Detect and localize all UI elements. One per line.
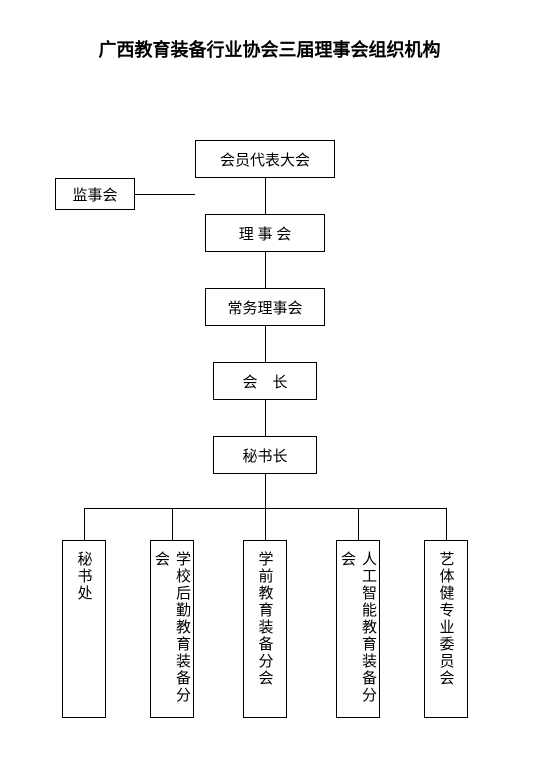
node-art-sports-committee: 艺体健专业委员会 <box>424 540 468 718</box>
node-label: 秘书处 <box>74 551 95 602</box>
connector-line <box>135 194 195 195</box>
node-label: 会员代表大会 <box>220 149 310 170</box>
node-label: 人工智能教育装备分会 <box>337 551 379 717</box>
connector-line <box>265 252 266 288</box>
node-logistics-branch: 学校后勤教育装备分会 <box>150 540 194 718</box>
node-label: 会 长 <box>242 371 287 392</box>
node-ai-branch: 人工智能教育装备分会 <box>336 540 380 718</box>
node-member-congress: 会员代表大会 <box>195 140 335 178</box>
node-label: 常务理事会 <box>227 297 302 318</box>
node-label: 秘书长 <box>242 445 287 466</box>
connector-line <box>172 508 173 540</box>
node-council: 理 事 会 <box>205 214 325 252</box>
connector-line <box>265 508 266 540</box>
node-preschool-branch: 学前教育装备分会 <box>243 540 287 718</box>
node-label: 理 事 会 <box>239 223 292 244</box>
page-title: 广西教育装备行业协会三届理事会组织机构 <box>0 36 539 62</box>
connector-line <box>265 400 266 436</box>
node-secretariat: 秘书处 <box>62 540 106 718</box>
node-label: 学前教育装备分会 <box>255 551 276 687</box>
connector-line <box>84 508 85 540</box>
node-label: 学校后勤教育装备分会 <box>151 551 193 717</box>
connector-line <box>265 474 266 508</box>
node-label: 艺体健专业委员会 <box>436 551 457 687</box>
connector-line <box>446 508 447 540</box>
connector-line <box>265 178 266 214</box>
node-secretary-general: 秘书长 <box>213 436 317 474</box>
node-president: 会 长 <box>213 362 317 400</box>
connector-line <box>265 326 266 362</box>
node-standing-council: 常务理事会 <box>205 288 325 326</box>
node-supervisory: 监事会 <box>55 178 135 210</box>
node-label: 监事会 <box>72 184 117 205</box>
connector-line <box>358 508 359 540</box>
